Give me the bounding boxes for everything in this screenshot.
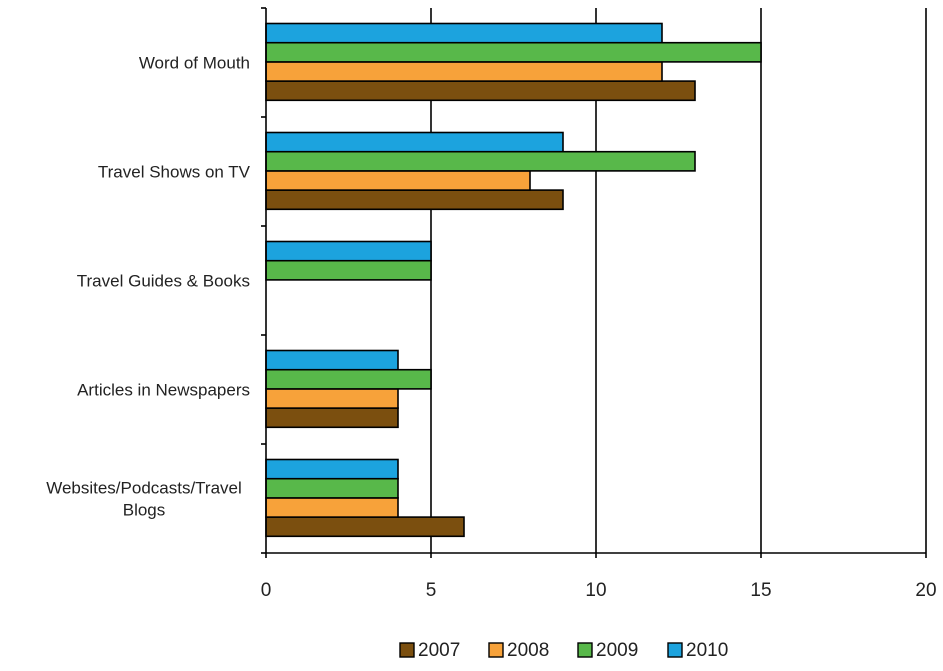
bar-2010 [265, 240, 432, 262]
x-tick-label: 20 [915, 580, 936, 601]
bar-2007 [265, 407, 399, 429]
bar-2007 [265, 189, 564, 211]
bar-2008 [265, 61, 663, 82]
bar-2007 [265, 80, 696, 102]
bar-2007 [265, 516, 465, 538]
category-label: Word of Mouth [139, 54, 250, 73]
bar-2010 [265, 458, 399, 480]
bars-group [265, 22, 762, 538]
legend-swatch-2008 [488, 642, 504, 658]
x-tick-label: 0 [261, 580, 272, 601]
legend-label: 2010 [686, 640, 728, 661]
category-label: Travel Guides & Books [77, 272, 250, 291]
category-label: Blogs [123, 501, 166, 520]
bar-2010 [265, 22, 663, 44]
bar-2008 [265, 170, 531, 191]
axes [261, 7, 927, 558]
x-tick-label: 10 [585, 580, 606, 601]
category-label: Travel Shows on TV [98, 163, 251, 182]
category-label: Websites/Podcasts/Travel [46, 479, 242, 498]
bar-2010 [265, 131, 564, 153]
legend-label: 2007 [418, 640, 460, 661]
bar-2009 [265, 477, 399, 499]
category-labels: Websites/Podcasts/Travel Blogs Articles in… [46, 54, 250, 520]
category-label: Articles in Newspapers [77, 381, 250, 400]
x-tick-label: 5 [426, 580, 437, 601]
bar-2009 [265, 41, 762, 63]
x-tick-labels: 0 5 10 15 20 [261, 580, 937, 601]
bar-2009 [265, 368, 432, 390]
x-tick-label: 15 [750, 580, 771, 601]
legend-label: 2008 [507, 640, 549, 661]
bar-2008 [265, 388, 399, 409]
bar-2008 [265, 497, 399, 518]
bar-2010 [265, 349, 399, 371]
legend: 2007 2008 2009 2010 [399, 640, 728, 661]
legend-swatch-2010 [667, 642, 683, 658]
legend-swatch-2009 [577, 642, 593, 658]
legend-label: 2009 [596, 640, 638, 661]
legend-swatch-2007 [399, 642, 415, 658]
bar-2009 [265, 259, 432, 281]
bar-2009 [265, 150, 696, 172]
